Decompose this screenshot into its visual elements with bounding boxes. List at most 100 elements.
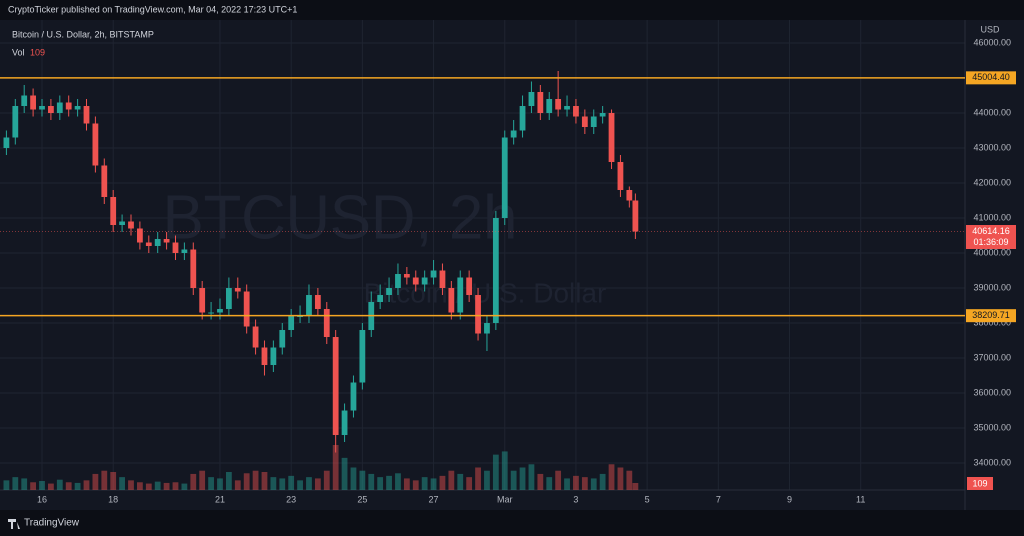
volume-bar <box>555 470 562 490</box>
candle-body <box>145 242 152 247</box>
volume-bar <box>581 477 588 490</box>
volume-bar <box>110 472 117 490</box>
x-tick-label: 9 <box>787 494 792 504</box>
candle-body <box>163 239 170 243</box>
candle-body <box>510 130 517 138</box>
volume-bar <box>199 470 206 490</box>
volume-bar <box>21 478 28 490</box>
x-tick-label: 27 <box>429 494 439 504</box>
x-tick-label: 11 <box>856 494 865 504</box>
candle-body <box>599 112 606 117</box>
candle-body <box>395 274 401 289</box>
volume-bar <box>546 477 553 490</box>
candle-body <box>617 162 624 191</box>
candle-body <box>314 295 321 310</box>
volume-bar <box>154 481 161 490</box>
x-tick-label: 18 <box>108 494 118 504</box>
candle-body <box>306 295 312 317</box>
candle-body <box>457 277 464 313</box>
candle-body <box>101 165 108 198</box>
x-tick-label: 7 <box>716 494 721 504</box>
footer: TradingView <box>24 518 80 529</box>
volume-bar <box>421 477 428 490</box>
candle-body <box>30 95 36 110</box>
volume-bar <box>439 475 446 490</box>
candle-body <box>279 330 286 348</box>
volume-bar <box>626 470 633 490</box>
volume-bar <box>136 482 143 490</box>
candle-body <box>208 312 214 314</box>
volume-bar <box>386 475 392 490</box>
candle-body <box>590 116 597 127</box>
y-tick-label: 37000.00 <box>973 352 1011 362</box>
volume-bar <box>395 473 401 490</box>
candle-body <box>234 288 241 292</box>
volume-bar <box>403 478 410 490</box>
countdown: 01:36:09 <box>973 237 1008 247</box>
volume-bar <box>217 478 223 490</box>
volume-bar <box>368 473 375 490</box>
watermark-subtitle: Bitcoin / U.S. Dollar <box>364 277 607 308</box>
level-label-box <box>966 71 1016 85</box>
volume-bar <box>359 470 366 490</box>
volume-bar <box>208 477 214 490</box>
candle-body <box>403 274 410 278</box>
y-tick-label: 41000.00 <box>973 212 1011 222</box>
x-tick-label: 23 <box>286 494 296 504</box>
y-tick-label: 43000.00 <box>973 142 1011 152</box>
volume-bar <box>48 483 54 490</box>
header-bar <box>0 0 1024 20</box>
volume-bar <box>314 478 321 490</box>
volume-bar <box>448 470 455 490</box>
volume-bar <box>65 482 72 490</box>
volume-bar <box>332 445 339 490</box>
level-label: 38209.71 <box>972 310 1010 320</box>
candle-body <box>377 295 384 303</box>
volume-bar <box>466 477 473 490</box>
x-tick-label: 3 <box>573 494 578 504</box>
volume-bar <box>252 470 259 490</box>
candle-body <box>56 102 63 113</box>
y-tick-label: 34000.00 <box>973 457 1011 467</box>
volume-legend-value: 109 <box>30 47 45 57</box>
volume-bar <box>599 473 606 490</box>
candle-body <box>190 249 197 289</box>
candle-body <box>243 291 250 327</box>
volume-bar <box>3 480 10 490</box>
candle-body <box>288 316 295 331</box>
candle-body <box>323 309 330 338</box>
candle-body <box>136 228 143 243</box>
footer-bar <box>0 510 1024 536</box>
volume-bar <box>528 464 535 490</box>
y-tick-label: 40000.00 <box>973 247 1011 257</box>
header: CryptoTicker published on TradingView.co… <box>8 4 297 14</box>
volume-bar <box>181 483 188 490</box>
candle-body <box>359 330 366 383</box>
candle-body <box>412 277 419 285</box>
volume-bar <box>234 480 241 490</box>
volume-bar <box>101 470 108 490</box>
candle-body <box>92 123 99 166</box>
symbol-title: Bitcoin / U.S. Dollar, 2h, BITSTAMP <box>12 29 154 39</box>
candle-body <box>537 91 544 113</box>
candle-body <box>528 91 535 106</box>
volume-label: 109 <box>972 478 987 488</box>
volume-bar <box>12 477 19 490</box>
candle-body <box>519 105 526 131</box>
volume-bar <box>537 473 544 490</box>
candle-body <box>181 249 188 254</box>
candle-body <box>3 137 10 149</box>
y-tick-label: 38000.00 <box>973 317 1011 327</box>
candle-body <box>199 288 206 313</box>
volume-bar <box>457 473 464 490</box>
volume-bar <box>288 475 295 490</box>
candle-body <box>119 221 125 226</box>
volume-bar <box>270 477 277 490</box>
y-tick-label: 39000.00 <box>973 282 1011 292</box>
volume-bar <box>172 482 179 490</box>
volume-bar <box>632 482 639 490</box>
candle-body <box>48 105 54 113</box>
